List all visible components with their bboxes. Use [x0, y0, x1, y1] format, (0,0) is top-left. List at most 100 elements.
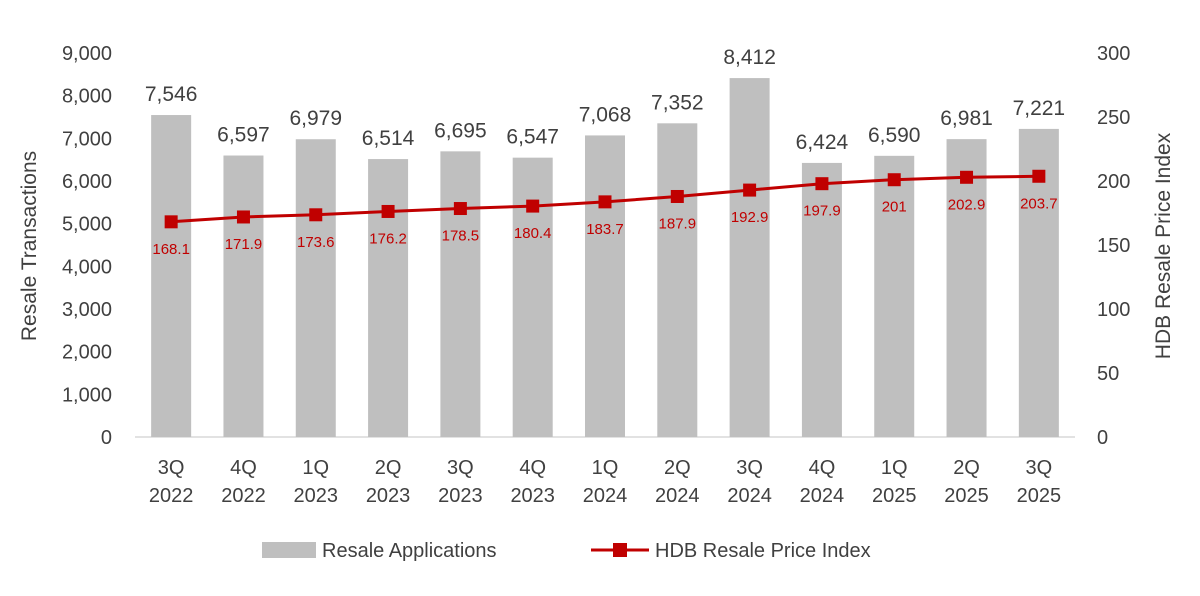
x-axis-ticks: 3Q 2022 4Q 2022 1Q 2023 2Q 2023 3Q 2023 4Q 2023 1Q 20…	[149, 457, 1061, 507]
y-tick-label: 2,000	[62, 342, 112, 364]
y-tick-label: 4,000	[62, 256, 112, 278]
x-tick-label: 2022	[221, 485, 266, 507]
bar	[874, 155, 915, 437]
y-axis-title: Resale Transactions	[18, 151, 41, 341]
y-tick-label: 0	[101, 427, 112, 449]
line-data-label: 202.9	[948, 196, 986, 213]
y2-tick-label: 100	[1097, 299, 1130, 321]
x-tick-label: 2025	[944, 485, 989, 507]
legend-swatch-bar	[262, 542, 316, 558]
y2-tick-label: 250	[1097, 107, 1130, 129]
line-data-label: 180.4	[514, 225, 552, 242]
bar-data-label: 6,695	[434, 119, 487, 142]
y2-tick-label: 150	[1097, 235, 1130, 257]
bar	[368, 159, 409, 437]
bar	[801, 162, 842, 437]
x-tick-label: 3Q	[1026, 457, 1053, 479]
line-point	[453, 202, 467, 216]
bar-series	[151, 78, 1059, 438]
x-tick-label: 2Q	[953, 457, 980, 479]
bar-data-label: 6,424	[796, 131, 849, 154]
line-data-labels: 168.1 171.9 173.6 176.2 178.5 180.4 183.7 187.9…	[152, 195, 1057, 258]
x-tick-label: 2025	[872, 485, 917, 507]
y-tick-label: 9,000	[62, 43, 112, 65]
x-tick-label: 2023	[510, 485, 555, 507]
bar-data-label: 6,547	[506, 126, 559, 149]
line-data-label: 197.9	[803, 203, 841, 220]
line-point	[526, 199, 540, 213]
y-axis-ticks: 0 1,000 2,000 3,000 4,000 5,000 6,000 7,000 8,00…	[62, 43, 112, 449]
bar-data-label: 7,352	[651, 91, 704, 114]
bar-data-labels: 7,546 6,597 6,979 6,514 6,695 6,547 7,068 7,352…	[145, 46, 1065, 154]
line-data-label: 168.1	[152, 241, 190, 258]
x-tick-label: 3Q	[736, 457, 763, 479]
bar	[295, 139, 336, 437]
line-point	[309, 208, 323, 222]
x-tick-label: 2Q	[664, 457, 691, 479]
x-tick-label: 4Q	[809, 457, 836, 479]
bar	[729, 78, 770, 437]
line-point	[164, 215, 178, 229]
bar-data-label: 6,514	[362, 127, 415, 150]
bar	[223, 155, 264, 437]
y-tick-label: 7,000	[62, 128, 112, 150]
bar	[946, 139, 987, 438]
line-point	[670, 189, 684, 203]
bar-data-label: 6,597	[217, 124, 270, 147]
line-data-label: 192.9	[731, 209, 769, 226]
x-tick-label: 3Q	[447, 457, 474, 479]
y2-tick-label: 50	[1097, 363, 1119, 385]
legend-label-bar: Resale Applications	[322, 540, 497, 562]
y-tick-label: 6,000	[62, 171, 112, 193]
bar-data-label: 7,068	[579, 103, 632, 126]
y2-axis-title: HDB Resale Price Index	[1152, 132, 1175, 359]
line-point	[236, 210, 250, 224]
y2-axis-ticks: 0 50 100 150 200 250 300	[1097, 43, 1130, 449]
x-tick-label: 2025	[1017, 485, 1062, 507]
y-tick-label: 1,000	[62, 384, 112, 406]
y-tick-label: 3,000	[62, 299, 112, 321]
x-tick-label: 2024	[727, 485, 772, 507]
legend-label-line: HDB Resale Price Index	[655, 540, 871, 562]
x-tick-label: 1Q	[302, 457, 329, 479]
line-point	[743, 183, 757, 197]
bar	[585, 135, 625, 437]
y2-tick-label: 0	[1097, 427, 1108, 449]
bar	[151, 115, 192, 438]
line-data-label: 173.6	[297, 234, 335, 251]
y-tick-label: 8,000	[62, 86, 112, 108]
x-tick-label: 2023	[294, 485, 339, 507]
y2-tick-label: 300	[1097, 43, 1130, 65]
x-tick-label: 4Q	[519, 457, 546, 479]
bar-data-label: 6,979	[289, 107, 342, 130]
legend: Resale Applications HDB Resale Price Ind…	[262, 540, 871, 562]
line-point	[381, 204, 395, 218]
line-data-label: 178.5	[442, 228, 480, 245]
line-point	[1032, 169, 1046, 183]
bar-data-label: 8,412	[723, 46, 776, 69]
bar	[657, 123, 698, 437]
bar	[512, 157, 553, 438]
x-tick-label: 2023	[366, 485, 411, 507]
x-tick-label: 3Q	[158, 457, 185, 479]
x-tick-label: 2023	[438, 485, 483, 507]
line-data-label: 187.9	[659, 215, 697, 232]
bar-data-label: 7,221	[1013, 97, 1066, 120]
line-data-label: 201	[882, 199, 907, 216]
line-point	[815, 177, 829, 191]
bar-data-label: 6,590	[868, 124, 921, 147]
bar-data-label: 7,546	[145, 83, 198, 106]
line-data-label: 183.7	[586, 221, 624, 238]
x-tick-label: 2024	[800, 485, 845, 507]
x-tick-label: 2024	[655, 485, 700, 507]
line-data-label: 176.2	[369, 230, 407, 247]
bar	[440, 151, 481, 437]
x-tick-label: 1Q	[592, 457, 619, 479]
line-point	[960, 170, 974, 184]
line-data-label: 203.7	[1020, 195, 1058, 212]
bar-data-label: 6,981	[940, 107, 993, 130]
x-tick-label: 2024	[583, 485, 628, 507]
y-tick-label: 5,000	[62, 214, 112, 236]
line-series	[164, 169, 1046, 229]
